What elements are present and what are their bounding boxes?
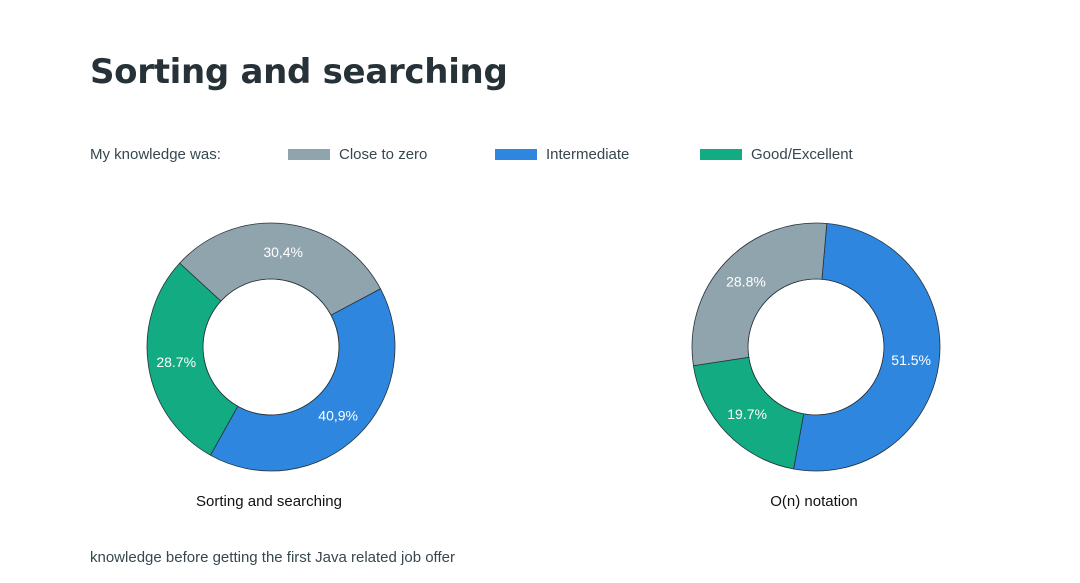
legend-label: My knowledge was: xyxy=(90,146,221,163)
slice-value-label: 28.7% xyxy=(156,354,196,370)
footnote: knowledge before getting the first Java … xyxy=(90,549,455,566)
legend-item-label: Close to zero xyxy=(339,146,428,163)
slice-value-label: 30,4% xyxy=(263,244,303,260)
donut-slice-intermediate xyxy=(209,288,396,472)
donut-slice-good-excellent xyxy=(146,262,239,456)
slice-value-label: 40,9% xyxy=(318,408,358,424)
chart-caption: O(n) notation xyxy=(770,493,858,510)
donut-hole xyxy=(202,278,340,416)
donut-chart-sorting: 40,9% 28.7% 30,4% Sorting and searching xyxy=(146,222,396,510)
donut-hole xyxy=(747,278,885,416)
donut-chart-on-notation: 51.5% 19.7% 28.8% O(n) notation xyxy=(691,222,941,510)
slice-value-label: 19.7% xyxy=(727,406,767,422)
donut-slice-intermediate xyxy=(793,223,941,472)
chart-caption: Sorting and searching xyxy=(196,493,342,510)
legend-swatch xyxy=(700,149,742,160)
page-title: Sorting and searching xyxy=(90,52,508,92)
legend-swatch xyxy=(288,149,330,160)
legend-item-label: Intermediate xyxy=(546,146,630,163)
donut-slice-close-to-zero xyxy=(691,222,828,367)
slice-value-label: 51.5% xyxy=(891,352,931,368)
legend-item-label: Good/Excellent xyxy=(751,146,853,163)
legend-swatch xyxy=(495,149,537,160)
donut-slice-close-to-zero xyxy=(179,222,382,316)
slice-value-label: 28.8% xyxy=(726,273,766,289)
